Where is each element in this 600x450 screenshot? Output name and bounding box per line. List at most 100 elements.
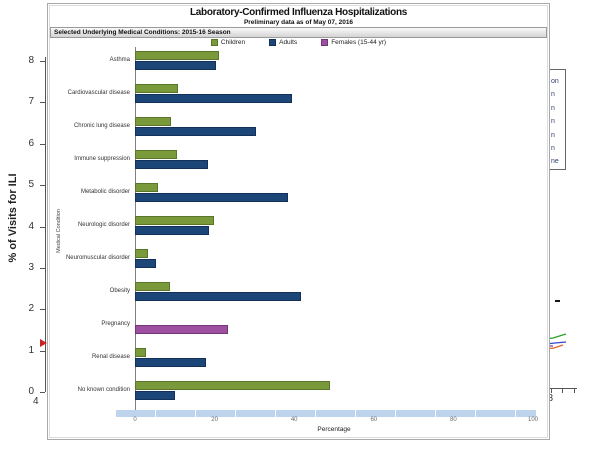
category-label: Renal disease bbox=[91, 354, 130, 360]
bg-y-tick-label: 8 bbox=[28, 55, 34, 66]
bar-adults[interactable] bbox=[135, 358, 206, 367]
bg-y-tick-mark bbox=[40, 268, 45, 269]
legend-item-children: Children bbox=[210, 39, 246, 46]
bg-y-tick-mark bbox=[40, 61, 45, 62]
bar-children[interactable] bbox=[135, 249, 148, 258]
bar-row: Neurologic disorder bbox=[48, 212, 549, 245]
bar-adults[interactable] bbox=[135, 193, 289, 202]
bar-group bbox=[135, 117, 256, 137]
legend-swatch-females bbox=[321, 39, 329, 46]
bg-y-tick-mark bbox=[40, 143, 45, 145]
bg-legend-box-fragment: on n n n n n ne bbox=[550, 69, 566, 170]
bar-adults[interactable] bbox=[135, 259, 157, 268]
bg-y-tick-mark bbox=[40, 102, 45, 104]
bar-group bbox=[135, 381, 331, 401]
bar-row: Pregnancy bbox=[48, 311, 549, 344]
legend-item-adults: Adults bbox=[269, 39, 297, 46]
horizontal-scrollbar[interactable] bbox=[116, 410, 536, 417]
bar-row: Chronic lung disease bbox=[48, 113, 549, 146]
bar-group bbox=[135, 150, 208, 170]
bg-x-axis-fragment bbox=[549, 388, 577, 389]
x-tick-label: 100 bbox=[527, 417, 539, 423]
bar-children[interactable] bbox=[135, 183, 158, 192]
bar-row: Metabolic disorder bbox=[48, 179, 549, 212]
x-tick-label: 80 bbox=[450, 417, 457, 423]
bg-y-tick-mark bbox=[40, 185, 45, 187]
bg-legend-fragment-text: ne bbox=[551, 158, 559, 166]
bar-row: Obesity bbox=[48, 278, 549, 311]
x-tick-label: 0 bbox=[133, 417, 137, 423]
category-label: Neurologic disorder bbox=[77, 222, 130, 228]
bar-adults[interactable] bbox=[135, 94, 293, 103]
category-label: Neuromuscular disorder bbox=[65, 255, 130, 261]
popup-legend: Children Adults Females (15-44 yr) bbox=[48, 39, 549, 46]
bg-y-tick-label: 3 bbox=[28, 262, 34, 273]
bar-row: Asthma bbox=[48, 47, 549, 80]
category-label: Immune suppression bbox=[74, 156, 130, 162]
bar-row: Neuromuscular disorder bbox=[48, 245, 549, 278]
bg-x-tick-mark bbox=[562, 389, 563, 393]
bg-y-tick-label: 4 bbox=[28, 220, 34, 232]
category-label: Metabolic disorder bbox=[80, 189, 130, 195]
x-tick-label: 20 bbox=[211, 417, 218, 423]
legend-label: Females (15-44 yr) bbox=[331, 39, 387, 46]
bg-legend-fragment-text: n bbox=[551, 118, 555, 126]
bar-row: No known condition bbox=[48, 377, 549, 410]
bg-x-tick-mark bbox=[551, 389, 552, 393]
bar-rows: Asthma Cardiovascular disease Chronic lung… bbox=[48, 47, 549, 410]
category-label: Asthma bbox=[109, 57, 130, 63]
bg-y-tick-mark bbox=[40, 226, 45, 228]
bg-y-tick-label: 2 bbox=[28, 303, 34, 315]
legend-swatch-children bbox=[210, 39, 218, 46]
bar-group bbox=[135, 51, 219, 71]
bg-y-tick-mark bbox=[40, 309, 45, 311]
bar-group bbox=[135, 282, 302, 302]
bg-y-axis-line bbox=[45, 57, 46, 392]
category-label: Cardiovascular disease bbox=[67, 90, 130, 96]
bar-children[interactable] bbox=[135, 150, 177, 159]
legend-label: Children bbox=[220, 39, 246, 46]
bar-adults[interactable] bbox=[135, 292, 302, 301]
bg-legend-fragment-text: n bbox=[551, 131, 555, 139]
bar-children[interactable] bbox=[135, 381, 331, 390]
bg-x-tick-mark bbox=[574, 389, 575, 393]
bar-row: Renal disease bbox=[48, 344, 549, 377]
bar-children[interactable] bbox=[135, 282, 171, 291]
bar-adults[interactable] bbox=[135, 61, 216, 70]
bg-y-tick-label: 1 bbox=[28, 344, 34, 356]
bar-children[interactable] bbox=[135, 51, 219, 60]
bar-children[interactable] bbox=[135, 348, 146, 357]
bg-y-tick-label: 7 bbox=[28, 96, 34, 108]
bar-row: Cardiovascular disease bbox=[48, 80, 549, 113]
bg-legend-fragment-text: on bbox=[551, 78, 559, 85]
baseline-dash bbox=[555, 300, 560, 302]
bg-legend-fragment-text: n bbox=[551, 91, 555, 99]
bar-children[interactable] bbox=[135, 84, 178, 93]
bar-group bbox=[135, 183, 289, 203]
bar-adults[interactable] bbox=[135, 127, 256, 136]
legend-swatch-adults bbox=[269, 39, 277, 46]
bar-children[interactable] bbox=[135, 117, 171, 126]
bar-group bbox=[135, 84, 293, 104]
baseline-triangle-marker bbox=[40, 339, 47, 347]
bar-group bbox=[135, 348, 206, 368]
bar-row: Immune suppression bbox=[48, 146, 549, 179]
bg-y-tick-label: 6 bbox=[28, 137, 34, 149]
bg-y-tick-label: 0 bbox=[28, 386, 34, 398]
bar-children[interactable] bbox=[135, 216, 214, 225]
x-tick-label: 60 bbox=[370, 417, 378, 423]
bar-females[interactable] bbox=[135, 325, 228, 334]
bg-legend-fragment-text: n bbox=[551, 145, 555, 153]
x-tick-label: 40 bbox=[290, 417, 298, 423]
bar-group bbox=[135, 216, 214, 236]
popup-title: Laboratory-Confirmed Influenza Hospitali… bbox=[189, 7, 408, 18]
bg-y-tick-mark bbox=[40, 392, 45, 394]
popup-subtitle: Preliminary data as of May 07, 2016 bbox=[243, 19, 354, 26]
popup-header-bar: Selected Underlying Medical Conditions: … bbox=[50, 27, 547, 38]
bar-adults[interactable] bbox=[135, 160, 208, 169]
bar-adults[interactable] bbox=[135, 226, 210, 235]
bg-x-tick-label-left: 4 bbox=[33, 396, 39, 407]
bar-group bbox=[135, 249, 157, 269]
bar-adults[interactable] bbox=[135, 391, 175, 400]
category-label: Pregnancy bbox=[101, 321, 130, 327]
